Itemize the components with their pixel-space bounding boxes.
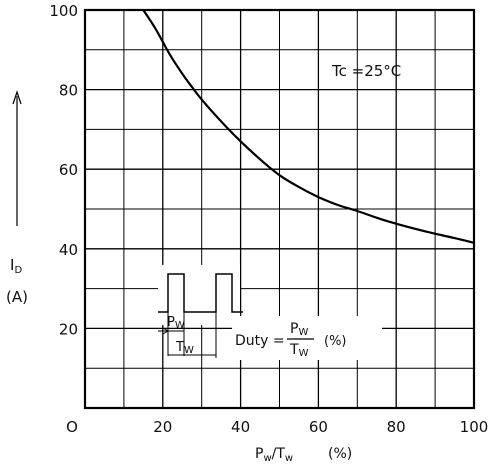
x-tick-label: 100 <box>460 418 489 436</box>
pulse-waveform-inset: PW TW <box>158 265 243 358</box>
y-axis-unit: (A) <box>6 288 28 306</box>
pulse-waveform <box>158 273 243 313</box>
x-tick-labels: O 20 40 60 80 100 <box>66 418 488 436</box>
x-axis-unit: (%) <box>328 446 352 462</box>
y-tick-label: 40 <box>59 241 78 259</box>
y-tick-labels: 20 40 60 80 100 <box>49 2 78 338</box>
duty-denominator: TW <box>289 342 309 359</box>
x-tick-label: 80 <box>387 418 406 436</box>
y-tick-label: 60 <box>59 161 78 179</box>
y-tick-label: 20 <box>59 320 78 338</box>
x-axis-label: Pw/Tw <box>255 446 293 464</box>
x-tick-label: 40 <box>231 418 250 436</box>
duty-unit: (%) <box>324 334 347 349</box>
x-tick-label: O <box>66 418 78 436</box>
pw-label: PW <box>167 315 185 331</box>
duty-formula-bg <box>232 316 382 360</box>
duty-prefix: Duty = <box>235 333 285 349</box>
series-curve <box>142 9 475 244</box>
y-axis-arrow-head <box>12 90 22 105</box>
x-tick-label: 20 <box>153 418 172 436</box>
y-axis-label: ID <box>10 256 22 276</box>
plot-frame <box>83 8 476 410</box>
y-tick-label: 100 <box>49 2 78 20</box>
y-tick-label: 80 <box>59 82 78 100</box>
condition-label: Tc =25°C <box>331 62 401 80</box>
duty-numerator: PW <box>290 321 308 338</box>
x-tick-label: 60 <box>309 418 328 436</box>
tw-label: TW <box>175 340 194 356</box>
